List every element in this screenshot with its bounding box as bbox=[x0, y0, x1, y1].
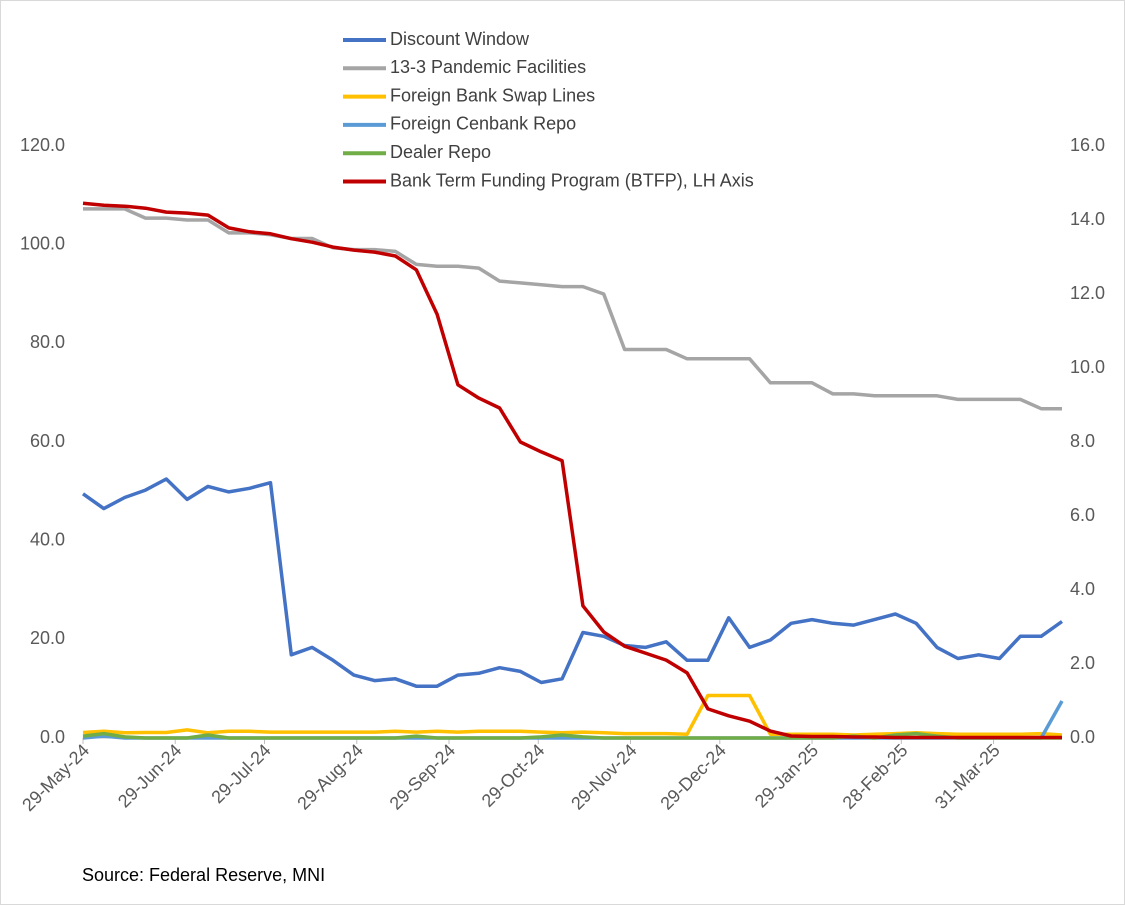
y2-tick-label: 10.0 bbox=[1070, 357, 1105, 377]
y2-tick-label: 4.0 bbox=[1070, 579, 1095, 599]
y2-tick-label: 6.0 bbox=[1070, 505, 1095, 525]
legend-label: Foreign Cenbank Repo bbox=[390, 114, 576, 134]
y-tick-label: 40.0 bbox=[30, 529, 65, 549]
y2-tick-label: 14.0 bbox=[1070, 209, 1105, 229]
legend-label: 13-3 Pandemic Facilities bbox=[390, 57, 586, 77]
series-line bbox=[81, 477, 1064, 688]
legend-label: Bank Term Funding Program (BTFP), LH Axi… bbox=[390, 170, 754, 190]
legend-label: Dealer Repo bbox=[390, 142, 491, 162]
source-note: Source: Federal Reserve, MNI bbox=[82, 865, 325, 885]
series-line bbox=[82, 201, 1062, 740]
y-tick-label: 60.0 bbox=[30, 431, 65, 451]
legend-label: Foreign Bank Swap Lines bbox=[390, 85, 595, 105]
y2-tick-label: 2.0 bbox=[1070, 653, 1095, 673]
series-line bbox=[82, 731, 1062, 740]
y-tick-label: 0.0 bbox=[40, 727, 65, 747]
legend: Discount Window 13-3 Pandemic Facilities F… bbox=[343, 29, 754, 190]
y-tick-label: 20.0 bbox=[30, 628, 65, 648]
y-tick-label: 80.0 bbox=[30, 332, 65, 352]
y-tick-label: 120.0 bbox=[20, 135, 65, 155]
y2-tick-label: 12.0 bbox=[1070, 283, 1105, 303]
legend-label: Discount Window bbox=[390, 29, 530, 49]
y2-tick-label: 8.0 bbox=[1070, 431, 1095, 451]
y2-tick-label: 16.0 bbox=[1070, 135, 1105, 155]
y2-tick-label: 0.0 bbox=[1070, 727, 1095, 747]
y-tick-label: 100.0 bbox=[20, 233, 65, 253]
